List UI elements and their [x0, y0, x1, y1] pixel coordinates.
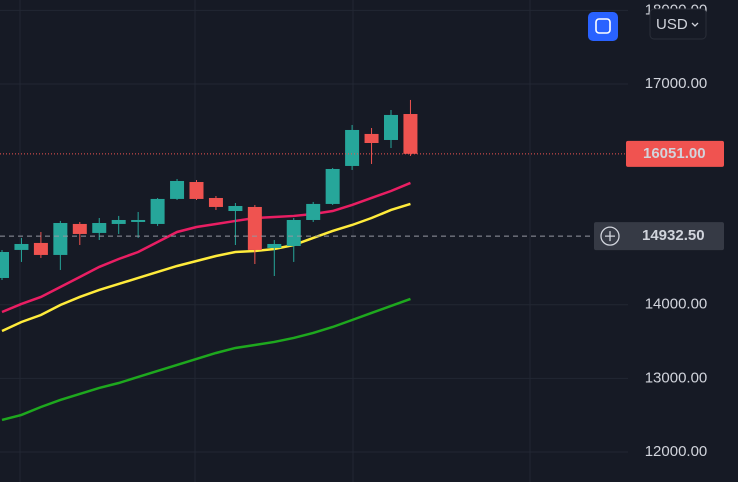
crosshair-label: 14932.50: [642, 227, 705, 244]
price-lines: [0, 153, 628, 237]
candle-body: [0, 252, 9, 278]
candle-body: [286, 219, 301, 246]
crosshair-plus: [600, 226, 620, 246]
candle-body: [72, 223, 87, 234]
currency-chevron: [691, 22, 699, 27]
last-price-tag: [626, 140, 724, 167]
price-axis: 18000.0017000.0014000.0013000.0012000.00…: [594, 1, 724, 460]
candle-body: [92, 223, 107, 233]
candle-body: [325, 168, 340, 204]
candle-body: [14, 243, 29, 250]
candle-body: [53, 223, 68, 255]
candle-body: [364, 133, 379, 144]
candle-body: [189, 182, 204, 199]
moving-average-line: [1, 202, 411, 333]
y-tick-label: 13000.00: [645, 369, 708, 386]
candle-body: [345, 129, 360, 166]
vertical-grid: [19, 0, 531, 482]
candle-body: [33, 242, 48, 255]
candle-body: [170, 180, 185, 199]
candle-body: [384, 114, 398, 140]
grid: [0, 9, 628, 453]
last-price-label: 16051.00: [643, 145, 706, 162]
currency-button[interactable]: [649, 8, 707, 40]
candle-body: [247, 206, 262, 250]
layout-button[interactable]: [588, 12, 618, 41]
candles: [0, 99, 418, 281]
layout-icon: [595, 18, 611, 34]
y-tick-label: 14000.00: [645, 296, 708, 313]
moving-average-line: [1, 181, 411, 314]
moving-average-line: [1, 297, 411, 422]
candle-body: [131, 219, 146, 222]
candle-body: [403, 114, 418, 154]
candle-body: [208, 197, 223, 207]
moving-averages: [1, 181, 411, 422]
candle-body: [150, 198, 165, 224]
candle-body: [306, 203, 321, 220]
currency-label: USD: [656, 16, 688, 33]
y-tick-label: 17000.00: [645, 75, 708, 92]
candle-body: [228, 206, 243, 212]
y-tick-label: 12000.00: [645, 443, 708, 460]
candle-body: [267, 243, 282, 248]
crosshair-tag: [594, 222, 724, 251]
candle-body: [111, 219, 126, 224]
crosshair-plus-icon: [605, 231, 615, 242]
